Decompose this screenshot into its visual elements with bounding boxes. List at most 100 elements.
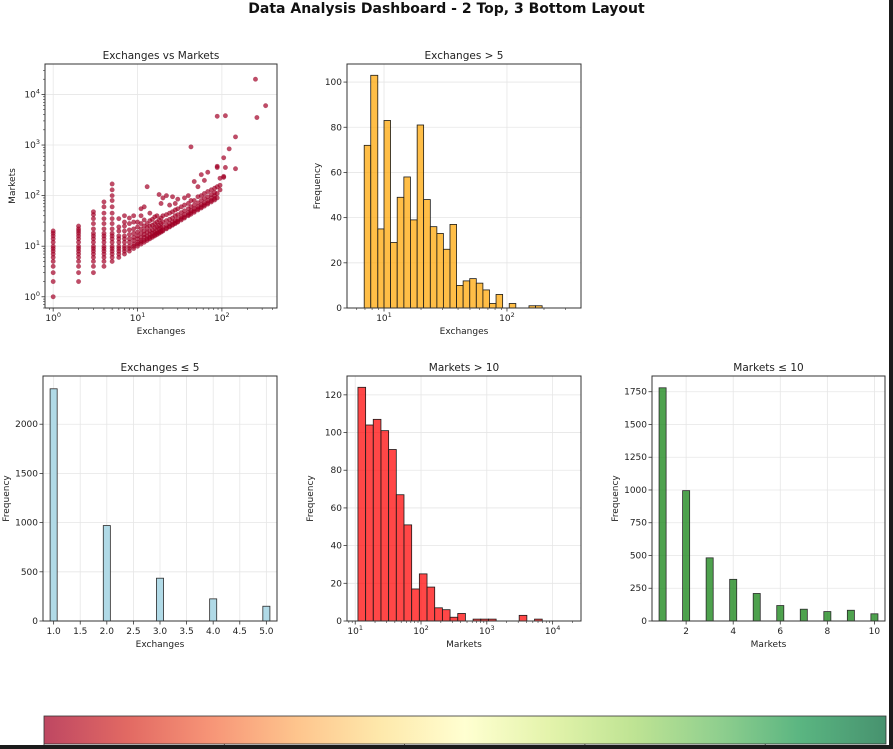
tick-label: 0 bbox=[641, 617, 647, 627]
chart-hist_exch_le5: 1.0 1.5 2.0 2.5 3.0 3.5 4.0 4.5 5.0 0 500 1000 1500 2… bbox=[2, 362, 278, 650]
scatter-point bbox=[138, 221, 144, 227]
tick-label: 1250 bbox=[624, 453, 647, 463]
tick-label: 1000 bbox=[15, 519, 38, 529]
histogram-bar bbox=[752, 593, 761, 622]
axes-frame bbox=[346, 375, 582, 622]
histogram-bar bbox=[449, 224, 457, 309]
scatter-point bbox=[141, 217, 147, 223]
scatter-point bbox=[116, 224, 122, 230]
scatter-point bbox=[50, 294, 56, 300]
histogram-bar bbox=[518, 614, 528, 622]
scatter-point bbox=[175, 196, 181, 202]
colorbar-gradient bbox=[44, 716, 886, 744]
scatter-point bbox=[90, 226, 96, 232]
histogram-bar bbox=[423, 199, 431, 309]
scatter-point bbox=[191, 179, 197, 185]
tick-label: 0 bbox=[336, 304, 342, 314]
histogram-bar bbox=[870, 613, 879, 622]
histogram-bar bbox=[429, 226, 438, 309]
histogram-bar bbox=[410, 219, 418, 309]
scatter-point bbox=[109, 230, 115, 236]
histogram-bar bbox=[434, 607, 443, 622]
tick-label: 60 bbox=[331, 504, 343, 514]
tick-label: 10 bbox=[869, 627, 881, 637]
tick-label: 6 bbox=[777, 627, 783, 637]
tick-label: 104 bbox=[24, 87, 40, 100]
histogram-bar bbox=[495, 294, 504, 309]
tick-label: 60 bbox=[331, 168, 343, 178]
scatter-point bbox=[76, 279, 82, 285]
colorbar-frame bbox=[43, 715, 887, 745]
scatter-point bbox=[181, 208, 187, 214]
scatter-point bbox=[90, 209, 96, 215]
histogram-bar bbox=[365, 424, 374, 622]
scatter-point bbox=[214, 163, 220, 169]
histogram-bar bbox=[682, 490, 691, 622]
tick-label: 5.0 bbox=[259, 627, 274, 637]
tick-label: 101 bbox=[347, 624, 363, 637]
histogram-bar bbox=[156, 577, 164, 622]
scatter-point bbox=[109, 187, 115, 193]
histogram-bar bbox=[457, 613, 466, 622]
histogram-bar bbox=[469, 278, 477, 309]
scatter-point bbox=[205, 169, 211, 175]
scatter-point bbox=[101, 221, 107, 227]
scatter-point bbox=[126, 232, 132, 238]
scatter-point bbox=[50, 279, 56, 285]
x-axis-label: Exchanges bbox=[136, 640, 185, 650]
histogram-bar bbox=[799, 608, 808, 622]
histogram-bar bbox=[102, 525, 111, 622]
scatter-point bbox=[163, 193, 169, 199]
scatter-point bbox=[198, 172, 204, 178]
tick-label: 102 bbox=[24, 189, 40, 202]
window-right-border bbox=[889, 0, 893, 749]
tick-label: 102 bbox=[499, 311, 515, 324]
tick-label: 1000 bbox=[624, 486, 647, 496]
axes-frame bbox=[346, 63, 582, 309]
tick-label: 101 bbox=[130, 311, 146, 324]
axes-frame bbox=[651, 375, 886, 622]
scatter-point bbox=[263, 103, 269, 109]
y-axis-label: Frequency bbox=[313, 162, 323, 209]
scatter-point bbox=[181, 195, 187, 201]
chart-hist_markets_le10: 2 4 6 8 10 0 250 500 750 1000 1250 1500 1750 Markets … bbox=[611, 362, 886, 650]
scatter-point bbox=[50, 228, 56, 234]
tick-label: 80 bbox=[331, 123, 343, 133]
scatter-point bbox=[226, 146, 232, 152]
scatter-point bbox=[131, 226, 137, 232]
chart-title: Exchanges ≤ 5 bbox=[121, 362, 200, 374]
scatter-point bbox=[50, 263, 56, 269]
histogram-bar bbox=[442, 248, 451, 309]
scatter-point bbox=[126, 227, 132, 233]
scatter-point bbox=[109, 181, 115, 187]
scatter-point bbox=[201, 177, 207, 183]
scatter-point bbox=[90, 230, 96, 236]
scatter-point bbox=[101, 226, 107, 232]
scatter-point bbox=[214, 195, 220, 201]
scatter-point bbox=[109, 193, 115, 199]
dashboard-title: Data Analysis Dashboard - 2 Top, 3 Botto… bbox=[248, 1, 645, 17]
histogram-bar bbox=[396, 196, 405, 309]
scatter-point bbox=[175, 212, 181, 218]
histogram-bar bbox=[383, 120, 391, 309]
scatter-point bbox=[116, 216, 122, 222]
histogram-bar bbox=[377, 228, 385, 309]
tick-label: 250 bbox=[630, 584, 647, 594]
scatter-point bbox=[185, 193, 191, 199]
tick-label: 103 bbox=[479, 624, 495, 637]
tick-label: 2.0 bbox=[100, 627, 115, 637]
scatter-point bbox=[76, 270, 82, 276]
scatter-point bbox=[101, 263, 107, 269]
tick-label: 1500 bbox=[15, 469, 38, 479]
x-axis-label: Markets bbox=[446, 640, 482, 650]
scatter-point bbox=[109, 226, 115, 232]
tick-label: 100 bbox=[325, 78, 342, 88]
chart-hist_markets_gt10: 101 102 103 104 0 20 40 60 80 100 120 Markets > 10 M… bbox=[306, 362, 582, 650]
scatter-point bbox=[233, 134, 239, 140]
histogram-bar bbox=[388, 449, 397, 622]
scatter-point bbox=[214, 113, 220, 119]
histogram-bar bbox=[456, 285, 464, 309]
y-axis-label: Frequency bbox=[611, 475, 621, 522]
scatter-point bbox=[101, 216, 107, 222]
